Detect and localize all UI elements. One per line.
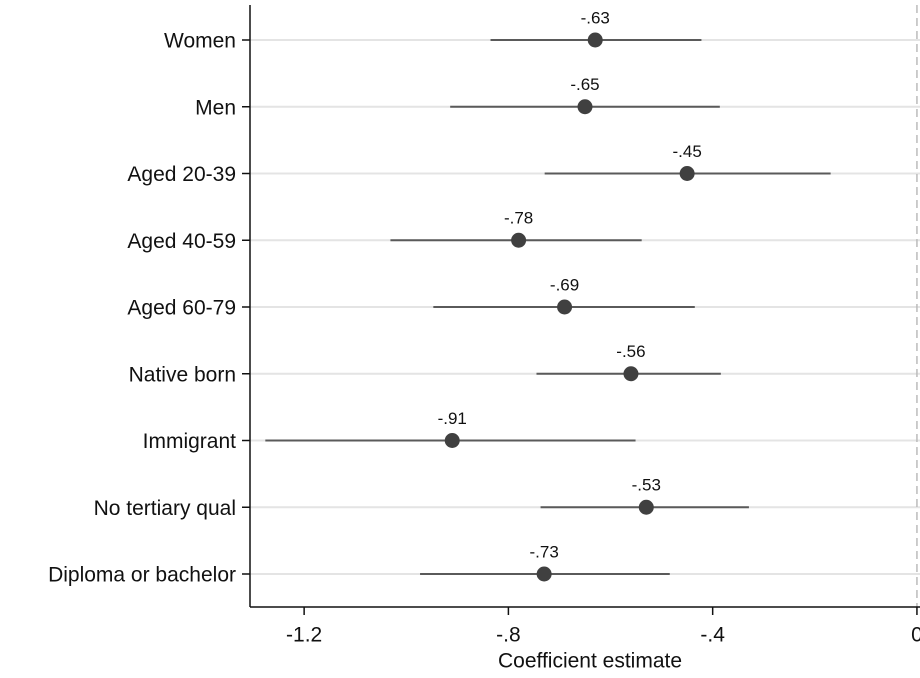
point-estimate <box>577 99 593 115</box>
y-tick-label: Aged 40-59 <box>127 230 236 253</box>
value-label: -.56 <box>616 342 645 361</box>
point-estimate <box>679 166 695 181</box>
value-label: -.73 <box>529 542 558 561</box>
point-estimate <box>444 433 460 448</box>
y-tick-label: Men <box>195 96 236 119</box>
value-label: -.53 <box>632 476 661 495</box>
value-label: -.65 <box>570 75 599 94</box>
value-label: -.45 <box>672 142 701 161</box>
x-axis-title: Coefficient estimate <box>498 650 682 673</box>
point-estimate <box>638 499 654 515</box>
x-tick-label: -.4 <box>700 624 725 647</box>
point-estimate <box>536 566 552 582</box>
value-label: -.78 <box>504 209 533 228</box>
y-tick-label: Aged 20-39 <box>127 163 236 186</box>
y-tick-label: Women <box>164 30 236 53</box>
x-tick-label: -1.2 <box>286 624 322 647</box>
point-estimate <box>557 299 573 315</box>
value-label: -.91 <box>438 409 467 428</box>
x-tick-label: 0 <box>911 624 920 647</box>
y-tick-label: Diploma or bachelor <box>48 564 236 587</box>
x-tick-label: -.8 <box>496 624 521 647</box>
y-tick-label: Native born <box>129 363 236 386</box>
point-estimate <box>511 232 527 248</box>
point-estimate <box>587 32 603 48</box>
value-label: -.63 <box>581 8 610 27</box>
y-tick-label: Aged 60-79 <box>127 297 236 320</box>
y-tick-label: Immigrant <box>143 430 237 453</box>
y-tick-label: No tertiary qual <box>94 497 236 520</box>
point-estimate <box>623 366 639 382</box>
value-label: -.69 <box>550 275 579 294</box>
